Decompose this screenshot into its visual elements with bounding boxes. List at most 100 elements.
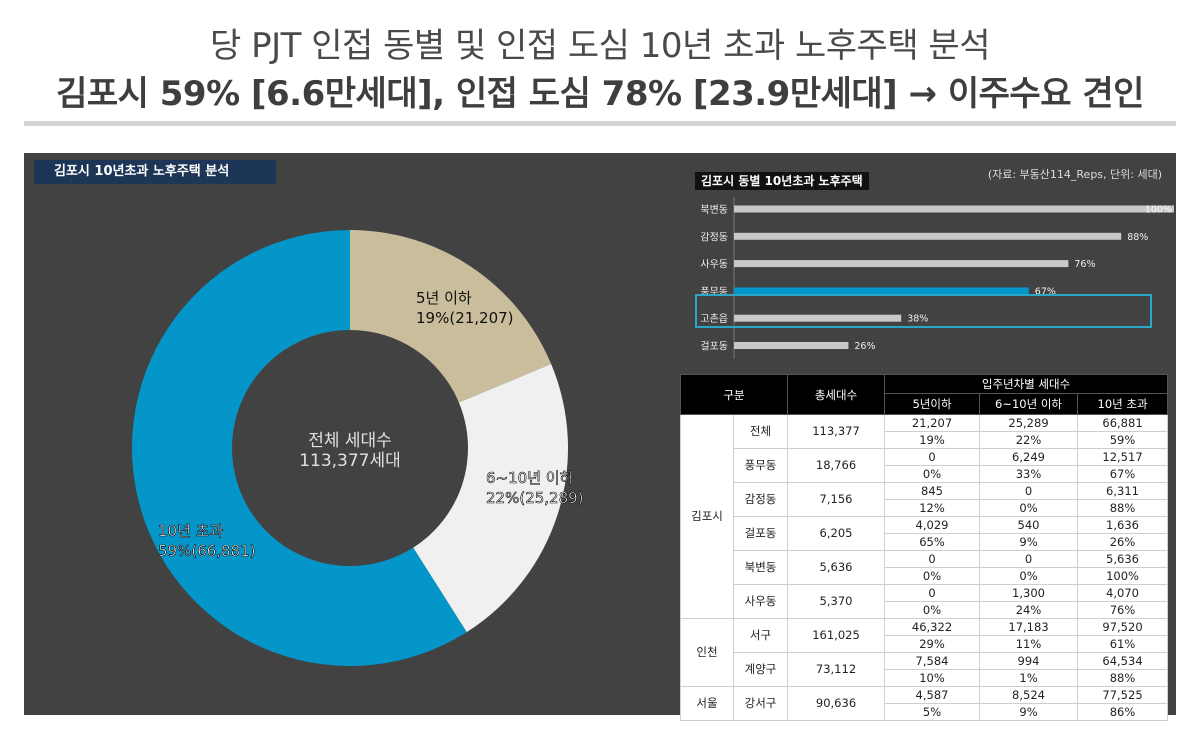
donut-slice: [350, 230, 552, 403]
pct-5yr-cell: 65%: [884, 533, 981, 551]
region-cell: 김포시: [680, 414, 734, 619]
count-6-10yr-cell: 17,183: [979, 618, 1079, 636]
pct-10yr-plus-cell: 88%: [1077, 499, 1169, 517]
count-5yr-cell: 7,584: [884, 652, 981, 670]
donut-slice: [132, 230, 467, 666]
pct-6-10yr-cell: 0%: [979, 499, 1079, 517]
bar-value-label: 100%: [1145, 205, 1172, 216]
table-row: 걸포동 6,205 4,029 540 1,636: [681, 516, 1169, 551]
header-5yr: 5년이하: [884, 393, 981, 415]
count-10yr-plus-cell: 5,636: [1077, 550, 1169, 568]
table-row-pct: 5% 9% 86%: [681, 703, 1169, 721]
pct-5yr-cell: 0%: [884, 465, 981, 483]
source-note: (자료: 부동산114_Reps, 단위: 세대): [987, 168, 1162, 181]
count-6-10yr-cell: 0: [979, 482, 1079, 500]
bar: [734, 314, 902, 322]
pct-10yr-plus-cell: 88%: [1077, 669, 1169, 687]
count-10yr-plus-cell: 97,520: [1077, 618, 1169, 636]
table-row-pct: 12% 0% 88%: [681, 499, 1169, 517]
count-10yr-plus-cell: 1,636: [1077, 516, 1169, 534]
bar-category-label: 사우동: [700, 259, 728, 271]
count-10yr-plus-cell: 66,881: [1077, 414, 1169, 432]
region-cell: 인천: [680, 618, 734, 687]
table-row: 계양구 73,112 7,584 994 64,534: [681, 652, 1169, 687]
content-panel: 김포시 10년초과 노후주택 분석 5년 이하 19%(21,207) 6~10년 …: [24, 153, 1176, 721]
pct-6-10yr-cell: 9%: [979, 703, 1079, 721]
bar-value-label: 88%: [1127, 232, 1148, 243]
donut-slice-name: 5년 이하: [416, 289, 472, 307]
total-cell: 73,112: [787, 652, 886, 687]
bar-chart: 북변동 100% 감정동 88% 사우동 76% 풍무동 67% 고촌읍 38% 걸포동 26%: [700, 197, 1174, 359]
pct-10yr-plus-cell: 86%: [1077, 703, 1169, 721]
district-cell: 사우동: [732, 584, 789, 619]
headline-line-1: 당 PJT 인접 동별 및 인접 도심 10년 초과 노후주택 분석: [210, 26, 990, 66]
pct-5yr-cell: 10%: [884, 669, 981, 687]
bar-category-label: 고촌읍: [700, 313, 728, 325]
count-10yr-plus-cell: 12,517: [1077, 448, 1169, 466]
donut-center-value: 113,377세대: [299, 451, 401, 471]
total-cell: 7,156: [787, 482, 886, 517]
count-5yr-cell: 4,587: [884, 686, 981, 704]
bar-value-label: 38%: [907, 314, 928, 325]
headline-line-2: 김포시 59% [6.6만세대], 인접 도심 78% [23.9만세대] → …: [56, 74, 1144, 114]
bar: [734, 342, 849, 349]
count-6-10yr-cell: 1,300: [979, 584, 1079, 602]
table-row: 인천 서구 161,025 46,322 17,183 97,520: [680, 618, 1169, 687]
pct-6-10yr-cell: 11%: [979, 635, 1079, 653]
header-group: 구분: [679, 374, 789, 415]
bar-category-label: 풍무동: [700, 286, 728, 298]
pct-5yr-cell: 29%: [884, 635, 981, 653]
pct-5yr-cell: 19%: [884, 431, 981, 449]
count-10yr-plus-cell: 64,534: [1077, 652, 1169, 670]
total-cell: 6,205: [787, 516, 886, 551]
total-cell: 161,025: [787, 618, 886, 653]
donut-chart: 5년 이하 19%(21,207) 6~10년 이하 22%(25,289) 10년 초…: [132, 230, 584, 666]
total-cell: 5,636: [787, 550, 886, 585]
header-6-10yr: 6~10년 이하: [979, 393, 1079, 415]
count-5yr-cell: 46,322: [884, 618, 981, 636]
count-10yr-plus-cell: 77,525: [1077, 686, 1169, 704]
table-row: 감정동 7,156 845 0 6,311: [681, 482, 1169, 517]
pct-6-10yr-cell: 1%: [979, 669, 1079, 687]
count-5yr-cell: 0: [884, 448, 981, 466]
district-cell: 풍무동: [732, 448, 789, 483]
table-row: 서울 강서구 90,636 4,587 8,524 77,525: [680, 686, 1169, 721]
donut-slice-label: 19%(21,207): [416, 309, 514, 327]
household-table: 구분 총세대수 입주년차별 세대수 5년이하 6~10년 이하 10년 초과 김…: [679, 374, 1169, 721]
count-6-10yr-cell: 8,524: [979, 686, 1079, 704]
bar-value-label: 76%: [1074, 259, 1095, 270]
region-cell: 서울: [680, 686, 734, 721]
bar-value-label: 26%: [854, 341, 875, 352]
header-span: 입주년차별 세대수: [884, 374, 1169, 394]
donut-slice-label: 22%(25,289): [486, 489, 584, 507]
count-5yr-cell: 845: [884, 482, 981, 500]
district-cell: 서구: [732, 618, 789, 653]
district-cell: 북변동: [732, 550, 789, 585]
count-5yr-cell: 4,029: [884, 516, 981, 534]
count-5yr-cell: 0: [884, 550, 981, 568]
table-row: 풍무동 18,766 0 6,249 12,517: [681, 448, 1169, 483]
count-6-10yr-cell: 994: [979, 652, 1079, 670]
bar-value-label: 67%: [1035, 286, 1056, 297]
donut-center-title: 전체 세대수: [308, 431, 392, 451]
header-total: 총세대수: [787, 374, 886, 415]
table-row-pct: 0% 24% 76%: [681, 601, 1169, 619]
pct-10yr-plus-cell: 26%: [1077, 533, 1169, 551]
count-10yr-plus-cell: 6,311: [1077, 482, 1169, 500]
count-5yr-cell: 21,207: [884, 414, 981, 432]
count-6-10yr-cell: 0: [979, 550, 1079, 568]
pct-5yr-cell: 12%: [884, 499, 981, 517]
donut-slice: [413, 364, 568, 633]
pct-6-10yr-cell: 33%: [979, 465, 1079, 483]
donut-slice-label: 59%(66,881): [158, 542, 256, 560]
total-cell: 18,766: [787, 448, 886, 483]
district-cell: 감정동: [732, 482, 789, 517]
total-cell: 5,370: [787, 584, 886, 619]
count-6-10yr-cell: 540: [979, 516, 1079, 534]
table-row-pct: 0% 0% 100%: [681, 567, 1169, 585]
bar-category-label: 북변동: [700, 204, 728, 216]
bar-chart-title: 김포시 동별 10년초과 노후주택: [695, 172, 869, 190]
donut-section-badge: 김포시 10년초과 노후주택 분석: [34, 160, 276, 184]
table-row: 북변동 5,636 0 0 5,636: [681, 550, 1169, 585]
bar: [734, 287, 1029, 295]
